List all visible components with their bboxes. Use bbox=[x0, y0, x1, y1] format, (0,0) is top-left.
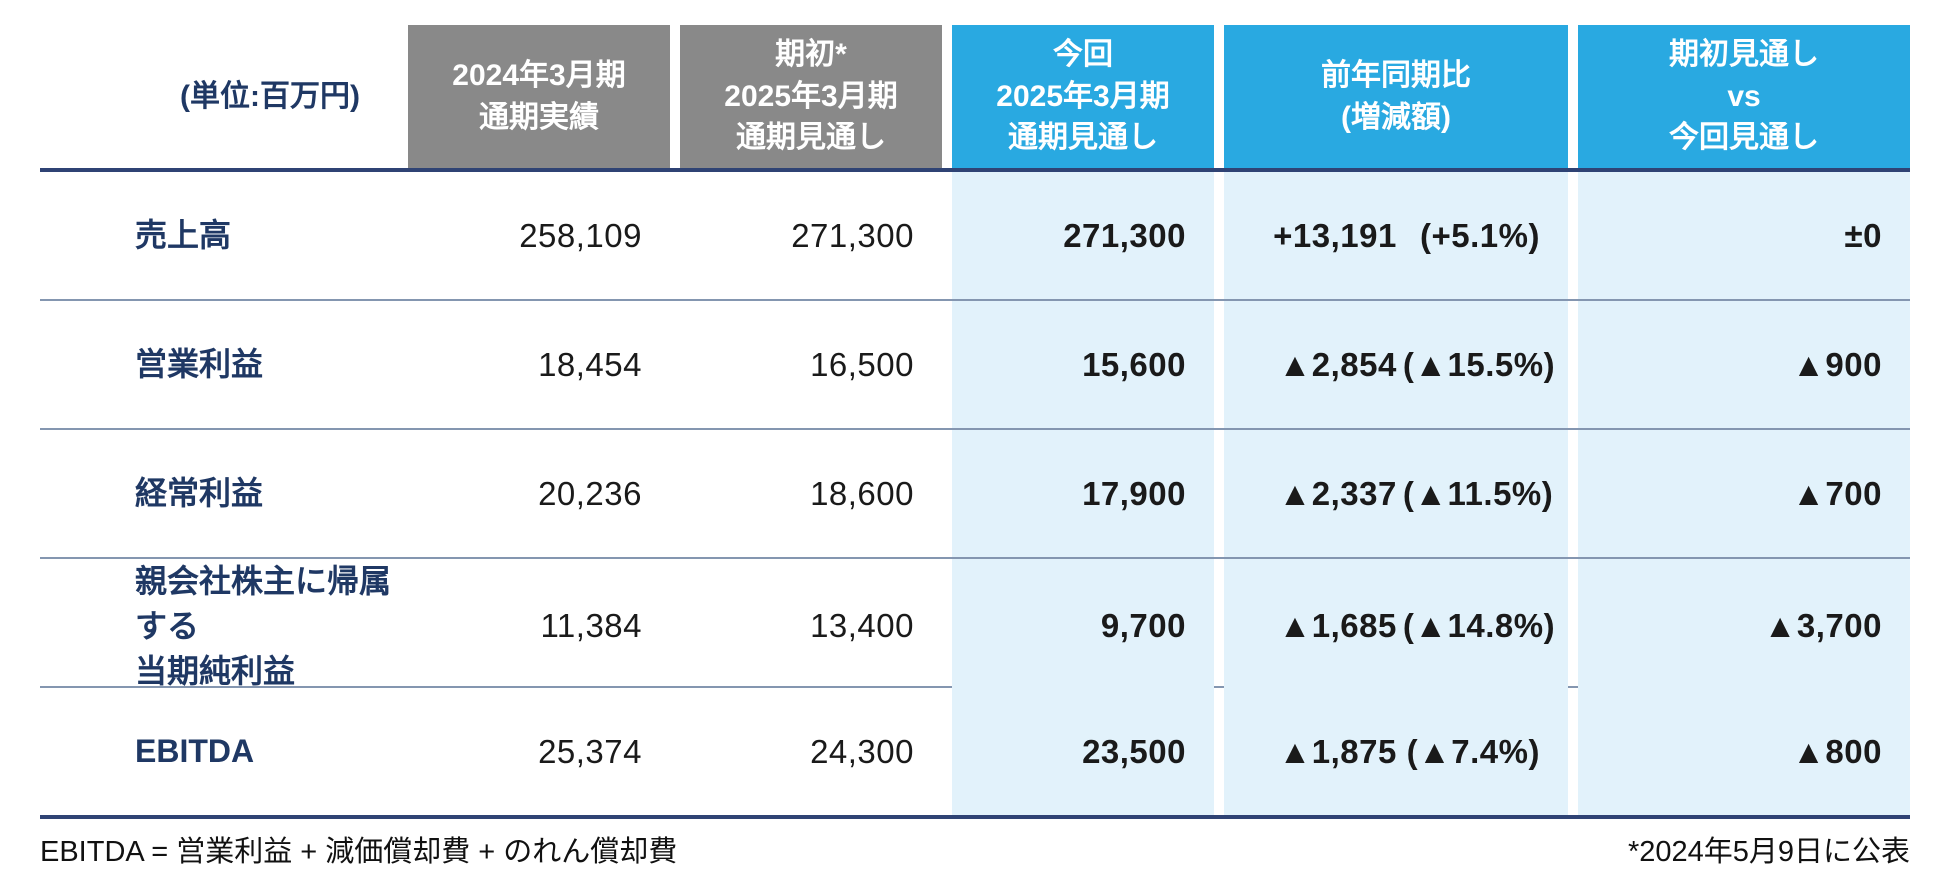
cell-initial-forecast: 18,600 bbox=[810, 474, 914, 512]
cell-yoy-change: ▲1,875 (▲7.4%) bbox=[1224, 688, 1568, 815]
row-label: 経常利益 bbox=[135, 475, 264, 512]
row-label: 売上高 bbox=[135, 217, 232, 254]
publication-date-note: *2024年5月9日に公表 bbox=[1627, 836, 1910, 868]
column-header-fy2025-current-forecast: 今回 2025年3月期 通期見通し bbox=[952, 25, 1214, 168]
cell-initial-forecast: 24,300 bbox=[810, 732, 914, 770]
cell-vs-initial-forecast: ▲900 bbox=[1578, 301, 1910, 428]
column-header-yoy-change: 前年同期比 (増減額) bbox=[1224, 25, 1568, 168]
row-label: 親会社株主に帰属する 当期純利益 bbox=[135, 563, 392, 689]
cell-yoy-change: ▲1,685 (▲14.8%) bbox=[1224, 559, 1568, 694]
table-row: 経常利益 20,236 18,600 17,900 ▲2,337 (▲11.5%… bbox=[40, 428, 1910, 557]
yoy-percent-value: (▲15.5%) bbox=[1402, 345, 1556, 383]
cell-vs-initial-forecast: ±0 bbox=[1578, 172, 1910, 299]
cell-yoy-change: +13,191 (+5.1%) bbox=[1224, 172, 1568, 299]
cell-yoy-change: ▲2,854 (▲15.5%) bbox=[1224, 301, 1568, 428]
column-header-initial-vs-current: 期初見通し vs 今回見通し bbox=[1578, 25, 1910, 168]
cell-initial-forecast: 16,500 bbox=[810, 345, 914, 383]
unit-label: (単位:百万円) bbox=[180, 79, 360, 113]
table-header-row: (単位:百万円) 2024年3月期 通期実績 期初* 2025年3月期 通期見通… bbox=[40, 25, 1910, 168]
cell-fy2024-actual: 258,109 bbox=[519, 216, 642, 254]
cell-fy2024-actual: 11,384 bbox=[540, 607, 642, 645]
cell-vs-initial-forecast: ▲3,700 bbox=[1578, 559, 1910, 694]
table-body: 売上高 258,109 271,300 271,300 +13,191 (+5.… bbox=[40, 168, 1910, 819]
yoy-amount-value: ▲2,337 bbox=[1278, 474, 1397, 512]
yoy-amount-value: ▲2,854 bbox=[1278, 345, 1397, 383]
footnotes: EBITDA = 営業利益 + 減価償却費 + のれん償却費 *2024年5月9… bbox=[40, 828, 1910, 870]
cell-initial-forecast: 13,400 bbox=[810, 607, 914, 645]
cell-current-forecast: 271,300 bbox=[952, 172, 1214, 299]
column-header-fy2024-actual: 2024年3月期 通期実績 bbox=[408, 25, 670, 168]
cell-initial-forecast: 271,300 bbox=[791, 216, 914, 254]
cell-current-forecast: 23,500 bbox=[952, 688, 1214, 815]
cell-vs-initial-forecast: ▲800 bbox=[1578, 688, 1910, 815]
yoy-amount-value: +13,191 bbox=[1273, 216, 1397, 254]
cell-current-forecast: 9,700 bbox=[952, 559, 1214, 694]
cell-fy2024-actual: 25,374 bbox=[538, 732, 642, 770]
yoy-percent-value: (▲11.5%) bbox=[1402, 474, 1554, 512]
row-label: EBITDA bbox=[135, 733, 255, 770]
cell-yoy-change: ▲2,337 (▲11.5%) bbox=[1224, 430, 1568, 557]
table-row: 売上高 258,109 271,300 271,300 +13,191 (+5.… bbox=[40, 172, 1910, 299]
table-row: 親会社株主に帰属する 当期純利益 11,384 13,400 9,700 ▲1,… bbox=[40, 557, 1910, 694]
cell-fy2024-actual: 18,454 bbox=[538, 345, 642, 383]
cell-current-forecast: 15,600 bbox=[952, 301, 1214, 428]
yoy-percent-value: (▲14.8%) bbox=[1402, 607, 1556, 645]
cell-current-forecast: 17,900 bbox=[952, 430, 1214, 557]
yoy-amount-value: ▲1,685 bbox=[1278, 607, 1397, 645]
column-header-fy2025-initial-forecast: 期初* 2025年3月期 通期見通し bbox=[680, 25, 942, 168]
yoy-amount-value: ▲1,875 bbox=[1278, 732, 1397, 770]
table-row: 営業利益 18,454 16,500 15,600 ▲2,854 (▲15.5%… bbox=[40, 299, 1910, 428]
row-label: 営業利益 bbox=[135, 346, 264, 383]
table-row: EBITDA 25,374 24,300 23,500 ▲1,875 (▲7.4… bbox=[40, 686, 1910, 815]
yoy-percent-value: (+5.1%) bbox=[1420, 216, 1540, 254]
cell-vs-initial-forecast: ▲700 bbox=[1578, 430, 1910, 557]
financial-forecast-table: (単位:百万円) 2024年3月期 通期実績 期初* 2025年3月期 通期見通… bbox=[40, 25, 1910, 819]
ebitda-definition-note: EBITDA = 営業利益 + 減価償却費 + のれん償却費 bbox=[40, 836, 678, 868]
cell-fy2024-actual: 20,236 bbox=[538, 474, 642, 512]
yoy-percent-value: (▲7.4%) bbox=[1406, 732, 1540, 770]
